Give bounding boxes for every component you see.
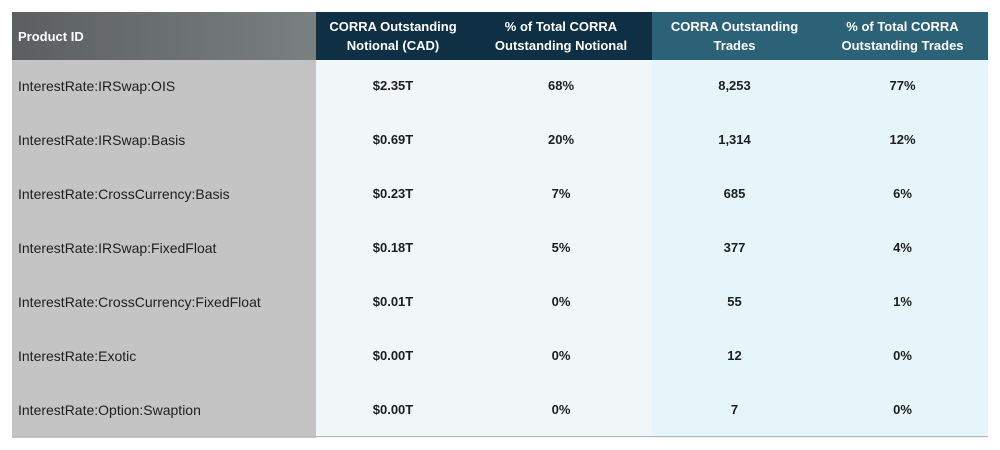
pct-trades-cell: 12% bbox=[817, 114, 988, 168]
cell-value: 1% bbox=[893, 293, 912, 309]
cell-value: 685 bbox=[723, 185, 746, 201]
outstanding-notional-cell: $0.00T bbox=[316, 384, 470, 438]
table-body: InterestRate:IRSwap:OIS $2.35T 68% 8,253 77%… bbox=[12, 60, 988, 438]
outstanding-trades-cell: 377 bbox=[652, 222, 817, 276]
cell-value: 0% bbox=[551, 293, 571, 309]
pct-trades-cell: 6% bbox=[817, 168, 988, 222]
cell-value: $0.00T bbox=[372, 347, 414, 363]
product-id-cell: InterestRate:CrossCurrency:Basis bbox=[12, 168, 316, 222]
outstanding-notional-cell: $0.69T bbox=[316, 114, 470, 168]
outstanding-notional-cell: $0.01T bbox=[316, 276, 470, 330]
cell-value: 5% bbox=[551, 239, 571, 255]
product-id-cell: InterestRate:Option:Swaption bbox=[12, 384, 316, 438]
pct-notional-cell: 68% bbox=[470, 60, 652, 114]
pct-notional-cell: 5% bbox=[470, 222, 652, 276]
cell-value: 8,253 bbox=[718, 77, 751, 93]
cell-value: $0.01T bbox=[372, 293, 414, 309]
cell-value: 1,314 bbox=[718, 131, 751, 147]
cell-value: $0.69T bbox=[372, 131, 414, 147]
cell-value: 377 bbox=[723, 239, 746, 255]
header-pct-notional: % of Total CORRA Outstanding Notional bbox=[470, 12, 652, 60]
outstanding-notional-cell: $0.23T bbox=[316, 168, 470, 222]
cell-value: InterestRate:Option:Swaption bbox=[18, 402, 201, 418]
cell-value: $0.23T bbox=[372, 185, 414, 201]
header-text-line: % of Total CORRA bbox=[846, 19, 959, 34]
pct-notional-cell: 0% bbox=[470, 330, 652, 384]
cell-value: 0% bbox=[551, 347, 571, 363]
cell-value: InterestRate:IRSwap:OIS bbox=[18, 78, 176, 94]
pct-trades-cell: 77% bbox=[817, 60, 988, 114]
outstanding-trades-cell: 55 bbox=[652, 276, 817, 330]
cell-value: 7 bbox=[730, 401, 739, 417]
cell-value: $2.35T bbox=[372, 77, 414, 93]
outstanding-trades-cell: 1,314 bbox=[652, 114, 817, 168]
outstanding-notional-cell: $0.00T bbox=[316, 330, 470, 384]
table-row: InterestRate:IRSwap:FixedFloat $0.18T 5% 37… bbox=[12, 222, 988, 276]
outstanding-trades-cell: 7 bbox=[652, 384, 817, 438]
cell-value: 0% bbox=[551, 401, 571, 417]
table-row: InterestRate:Option:Swaption $0.00T 0% 7 0% bbox=[12, 384, 988, 438]
outstanding-notional-cell: $0.18T bbox=[316, 222, 470, 276]
table-row: InterestRate:Exotic $0.00T 0% 12 0% bbox=[12, 330, 988, 384]
cell-value: InterestRate:CrossCurrency:Basis bbox=[18, 186, 230, 202]
pct-notional-cell: 7% bbox=[470, 168, 652, 222]
cell-value: 12 bbox=[727, 347, 742, 363]
cell-value: 20% bbox=[547, 131, 575, 147]
header-text-line: Notional (CAD) bbox=[346, 38, 440, 53]
cell-value: 77% bbox=[889, 77, 916, 93]
table-header: Product ID CORRA Outstanding Notional (CAD… bbox=[12, 12, 988, 60]
cell-value: 68% bbox=[547, 77, 575, 93]
pct-trades-cell: 1% bbox=[817, 276, 988, 330]
outstanding-notional-cell: $2.35T bbox=[316, 60, 470, 114]
cell-value: InterestRate:IRSwap:Basis bbox=[18, 132, 186, 148]
product-id-cell: InterestRate:IRSwap:FixedFloat bbox=[12, 222, 316, 276]
product-id-cell: InterestRate:CrossCurrency:FixedFloat bbox=[12, 276, 316, 330]
table-row: InterestRate:IRSwap:OIS $2.35T 68% 8,253 77% bbox=[12, 60, 988, 114]
header-pct-trades: % of Total CORRA Outstanding Trades bbox=[817, 12, 988, 60]
pct-notional-cell: 0% bbox=[470, 276, 652, 330]
pct-trades-cell: 4% bbox=[817, 222, 988, 276]
cell-value: 6% bbox=[893, 185, 912, 201]
data-table-container: Product ID CORRA Outstanding Notional (CAD… bbox=[12, 12, 988, 438]
table-row: InterestRate:IRSwap:Basis $0.69T 20% 1,314 1… bbox=[12, 114, 988, 168]
header-text-line: Trades bbox=[713, 38, 756, 53]
header-text-line: Outstanding Trades bbox=[841, 38, 964, 53]
outstanding-trades-cell: 8,253 bbox=[652, 60, 817, 114]
table-row: InterestRate:CrossCurrency:Basis $0.23T 7%… bbox=[12, 168, 988, 222]
pct-notional-cell: 0% bbox=[470, 384, 652, 438]
cell-value: 7% bbox=[551, 185, 571, 201]
header-outstanding-trades: CORRA Outstanding Trades bbox=[652, 12, 817, 60]
pct-trades-cell: 0% bbox=[817, 330, 988, 384]
outstanding-trades-cell: 685 bbox=[652, 168, 817, 222]
header-row: Product ID CORRA Outstanding Notional (CAD… bbox=[12, 12, 988, 60]
cell-value: 0% bbox=[893, 401, 912, 417]
header-text-line: % of Total CORRA bbox=[504, 19, 618, 34]
header-text-line: Product ID bbox=[18, 28, 84, 44]
cell-value: $0.00T bbox=[372, 401, 414, 417]
cell-value: InterestRate:CrossCurrency:FixedFloat bbox=[18, 294, 261, 310]
product-id-cell: InterestRate:Exotic bbox=[12, 330, 316, 384]
cell-value: $0.18T bbox=[372, 239, 414, 255]
corra-outstanding-table: Product ID CORRA Outstanding Notional (CAD… bbox=[12, 12, 988, 438]
cell-value: InterestRate:IRSwap:FixedFloat bbox=[18, 240, 217, 256]
header-outstanding-notional: CORRA Outstanding Notional (CAD) bbox=[316, 12, 470, 60]
outstanding-trades-cell: 12 bbox=[652, 330, 817, 384]
cell-value: 4% bbox=[893, 239, 912, 255]
header-text-line: Outstanding Notional bbox=[494, 38, 628, 53]
table-row: InterestRate:CrossCurrency:FixedFloat $0.… bbox=[12, 276, 988, 330]
cell-value: InterestRate:Exotic bbox=[18, 348, 137, 364]
header-product-id: Product ID bbox=[12, 12, 316, 60]
table-bottom-border bbox=[12, 436, 988, 437]
product-id-cell: InterestRate:IRSwap:OIS bbox=[12, 60, 316, 114]
pct-trades-cell: 0% bbox=[817, 384, 988, 438]
product-id-cell: InterestRate:IRSwap:Basis bbox=[12, 114, 316, 168]
cell-value: 55 bbox=[727, 293, 742, 309]
header-text-line: CORRA Outstanding bbox=[670, 19, 799, 34]
cell-value: 0% bbox=[893, 347, 912, 363]
header-text-line: CORRA Outstanding bbox=[329, 19, 457, 34]
pct-notional-cell: 20% bbox=[470, 114, 652, 168]
cell-value: 12% bbox=[889, 131, 916, 147]
